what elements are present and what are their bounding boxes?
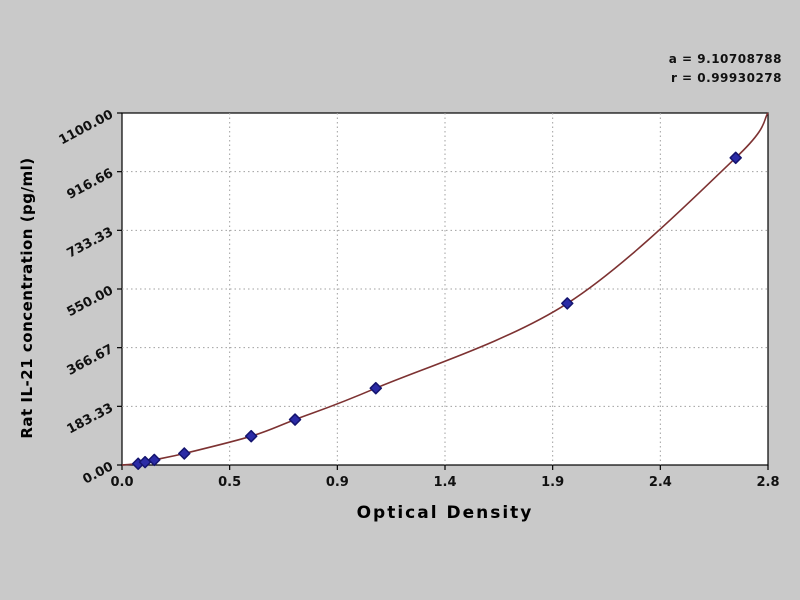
y-axis-label: Rat IL-21 concentration (pg/ml)	[18, 157, 36, 439]
data-point	[561, 297, 574, 310]
data-point	[244, 429, 258, 443]
data-points	[131, 151, 742, 470]
fit-statistics: a = 9.10708788 r = 0.99930278	[669, 50, 782, 88]
stat-a: a = 9.10708788	[668, 52, 782, 66]
data-point	[288, 413, 302, 426]
x-tick-label: 0.5	[218, 475, 241, 490]
y-tick-label: 916.66	[65, 166, 116, 203]
stat-r: r = 0.99930278	[670, 71, 782, 85]
x-axis-label: Optical Density	[356, 503, 534, 523]
data-point	[178, 447, 191, 460]
standard-curve-chart: 0.0 0.5 0.9 1.4 1.9 2.4 2.80.00183.33366.67550…	[57, 107, 780, 490]
x-tick-label: 2.8	[756, 475, 779, 490]
y-tick-label: 733.33	[65, 225, 116, 262]
x-tick-label: 2.4	[649, 475, 672, 490]
data-point	[729, 151, 742, 165]
y-tick-label: 1100.00	[57, 107, 116, 148]
y-tick-label: 183.33	[65, 401, 116, 438]
x-tick-label: 0.9	[326, 475, 349, 490]
data-point	[148, 453, 161, 467]
y-tick-label: 366.67	[65, 342, 116, 379]
grid-lines	[122, 113, 768, 465]
x-tick-label: 0.0	[110, 475, 133, 490]
y-tick-label: 550.00	[65, 283, 116, 320]
x-tick-label: 1.9	[541, 475, 564, 490]
data-point	[369, 381, 383, 395]
x-tick-label: 1.4	[433, 475, 456, 490]
